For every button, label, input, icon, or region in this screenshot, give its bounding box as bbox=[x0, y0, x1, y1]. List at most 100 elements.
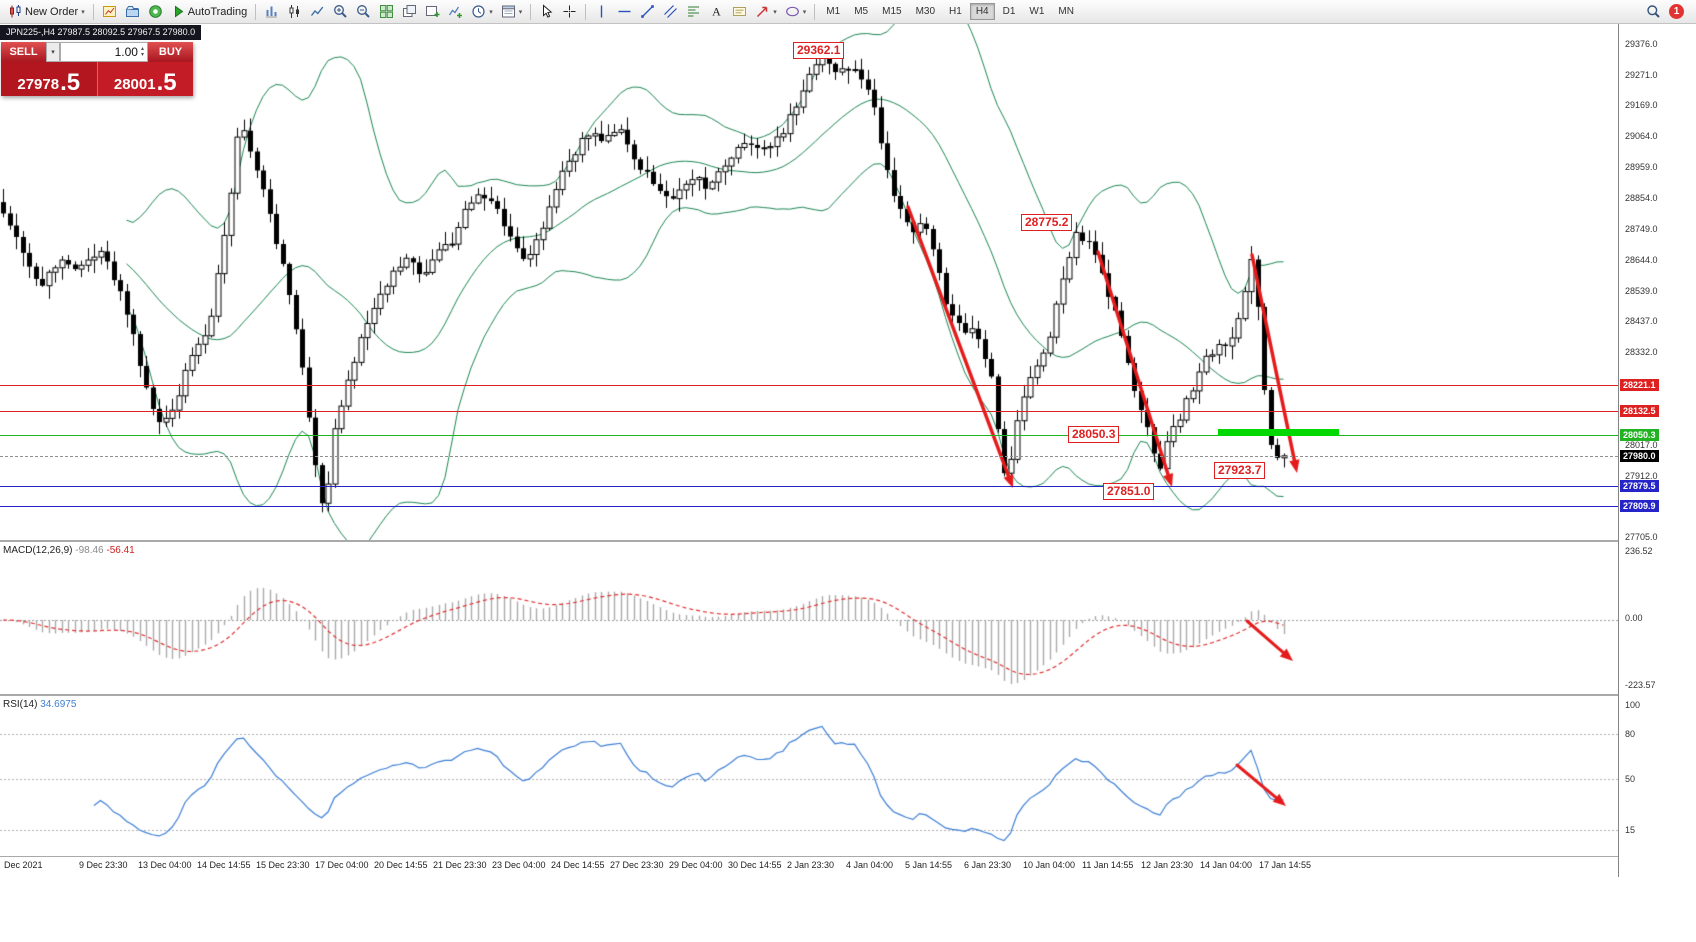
periods-icon[interactable]: ▾ bbox=[467, 1, 497, 23]
timeframe-group: M1 M5 M15 M30 H1 H4 D1 W1 MN bbox=[819, 3, 1081, 20]
level-line-28050.3[interactable] bbox=[0, 435, 1618, 437]
price-tick: 28017.0 bbox=[1625, 439, 1658, 450]
price-axis[interactable]: 29376.0 29271.0 29169.0 29064.0 28959.0 28854… bbox=[1618, 24, 1696, 877]
time-label: 11 Jan 14:55 bbox=[1082, 860, 1134, 870]
macd-value-main: -98.46 bbox=[75, 545, 104, 556]
price-tick: 28437.0 bbox=[1625, 316, 1658, 326]
time-axis-border bbox=[0, 856, 1696, 857]
toolbar-separator bbox=[92, 3, 94, 20]
price-level-badge: 27809.9 bbox=[1620, 500, 1659, 512]
price-tick: 28959.0 bbox=[1625, 162, 1658, 172]
symbol-ohlc-text: JPN225-,H4 27987.5 28092.5 27967.5 27980… bbox=[6, 27, 196, 37]
timeframe-mn[interactable]: MN bbox=[1058, 6, 1074, 17]
notification-badge[interactable]: 1 bbox=[1669, 4, 1684, 19]
rsi-name: RSI(14) bbox=[3, 699, 38, 710]
cursor-icon[interactable] bbox=[535, 1, 558, 23]
sell-button[interactable]: SELL bbox=[1, 42, 46, 62]
shapes-icon[interactable]: ▾ bbox=[781, 1, 811, 23]
time-label: 20 Dec 14:55 bbox=[374, 860, 428, 870]
panel-divider[interactable] bbox=[0, 694, 1696, 696]
rsi-axis-label: 50 bbox=[1625, 773, 1636, 784]
panel-divider[interactable] bbox=[0, 540, 1696, 542]
timeframe-d1[interactable]: D1 bbox=[1002, 6, 1016, 17]
macd-panel[interactable] bbox=[0, 542, 1618, 694]
crosshair-icon[interactable] bbox=[558, 1, 581, 23]
sell-price[interactable]: 27978.5 bbox=[1, 62, 97, 96]
time-label: 14 Jan 04:00 bbox=[1200, 860, 1253, 870]
tile-windows-icon[interactable] bbox=[375, 1, 398, 23]
price-tick: 28332.0 bbox=[1625, 347, 1658, 357]
rsi-panel[interactable] bbox=[0, 696, 1618, 856]
volume-value: 1.00 bbox=[114, 45, 138, 59]
new-order-button[interactable]: New Order ▾ bbox=[4, 1, 89, 23]
timeframe-m1[interactable]: M1 bbox=[826, 6, 841, 17]
time-label: 15 Dec 23:30 bbox=[256, 860, 310, 870]
trendline-icon[interactable] bbox=[636, 1, 659, 23]
data-folder-icon[interactable] bbox=[144, 1, 167, 23]
price-callout[interactable]: 29362.1 bbox=[793, 42, 845, 59]
level-line-27980[interactable] bbox=[0, 455, 1618, 457]
price-callout[interactable]: 27923.7 bbox=[1214, 462, 1266, 479]
new-chart-icon[interactable] bbox=[98, 1, 121, 23]
timeframe-h4[interactable]: H4 bbox=[969, 3, 995, 20]
support-highlight-line[interactable] bbox=[1218, 429, 1339, 436]
level-line-28221.1[interactable] bbox=[0, 384, 1618, 386]
zoom-in-icon[interactable] bbox=[329, 1, 352, 23]
price-callout[interactable]: 28050.3 bbox=[1068, 426, 1120, 443]
price-tick: 29376.0 bbox=[1625, 39, 1658, 49]
caret-icon: ▾ bbox=[773, 8, 777, 16]
rsi-canvas[interactable] bbox=[0, 696, 1618, 856]
volume-input[interactable]: 1.00 ▴ ▾ bbox=[60, 42, 148, 62]
time-label: 30 Dec 14:55 bbox=[728, 860, 782, 870]
time-label: 14 Dec 14:55 bbox=[197, 860, 251, 870]
text-label-icon[interactable] bbox=[728, 1, 751, 23]
time-label: 23 Dec 04:00 bbox=[492, 860, 546, 870]
text-icon[interactable]: A bbox=[705, 1, 728, 23]
time-axis[interactable]: Dec 2021 9 Dec 23:30 13 Dec 04:00 14 Dec 14… bbox=[0, 857, 1696, 876]
timeframe-h1[interactable]: H1 bbox=[949, 6, 962, 17]
macd-canvas[interactable] bbox=[0, 542, 1618, 694]
timeframe-m30[interactable]: M30 bbox=[915, 6, 936, 17]
profiles-icon[interactable] bbox=[121, 1, 144, 23]
buy-price[interactable]: 28001.5 bbox=[96, 62, 193, 96]
price-tick: 28749.0 bbox=[1625, 224, 1658, 234]
price-callout[interactable]: 27851.0 bbox=[1103, 483, 1155, 500]
indicators-icon[interactable] bbox=[444, 1, 467, 23]
vertical-line-icon[interactable] bbox=[590, 1, 613, 23]
level-line-27809.9[interactable] bbox=[0, 506, 1618, 507]
arrange-windows-icon[interactable] bbox=[398, 1, 421, 23]
time-label: 13 Dec 04:00 bbox=[138, 860, 192, 870]
timeframe-w1[interactable]: W1 bbox=[1029, 6, 1045, 17]
level-line-28132.5[interactable] bbox=[0, 410, 1618, 412]
candlestick-canvas[interactable] bbox=[0, 24, 1618, 540]
price-chart-panel[interactable]: 29362.1 28775.2 28050.3 27851.0 27923.7 bbox=[0, 24, 1618, 540]
arrow-marker-icon[interactable]: ▾ bbox=[751, 1, 781, 23]
search-icon[interactable] bbox=[1642, 1, 1665, 23]
price-callout[interactable]: 28775.2 bbox=[1021, 214, 1073, 231]
zoom-out-icon[interactable] bbox=[352, 1, 375, 23]
volume-stepper-icon[interactable]: ▴ ▾ bbox=[140, 46, 144, 58]
timeframe-m5[interactable]: M5 bbox=[854, 6, 869, 17]
buy-button[interactable]: BUY bbox=[148, 42, 193, 62]
buy-price-main: 28001 bbox=[113, 76, 156, 93]
price-level-badge: 28050.3 bbox=[1620, 429, 1659, 442]
time-label: 6 Jan 23:30 bbox=[964, 860, 1012, 870]
toolbar-separator bbox=[255, 3, 257, 20]
level-line-27879.5[interactable] bbox=[0, 485, 1618, 487]
line-chart-icon[interactable] bbox=[306, 1, 329, 23]
price-tick: 27912.0 bbox=[1625, 470, 1658, 481]
autotrading-button[interactable]: AutoTrading bbox=[167, 1, 252, 23]
volume-dropdown-icon[interactable]: ▾ bbox=[46, 42, 60, 62]
time-label: 27 Dec 23:30 bbox=[610, 860, 664, 870]
horizontal-line-icon[interactable] bbox=[613, 1, 636, 23]
time-label: 2 Jan 23:30 bbox=[787, 860, 835, 870]
bar-chart-icon[interactable] bbox=[260, 1, 283, 23]
price-tick: 28644.0 bbox=[1625, 254, 1658, 265]
channel-icon[interactable] bbox=[659, 1, 682, 23]
one-click-trading-panel: SELL ▾ 1.00 ▴ ▾ BUY 27978.5 28001.5 bbox=[1, 42, 193, 96]
fibonacci-icon[interactable] bbox=[682, 1, 705, 23]
timeframe-m15[interactable]: M15 bbox=[882, 6, 902, 17]
candlestick-chart-icon[interactable] bbox=[283, 1, 306, 23]
new-window-icon[interactable] bbox=[421, 1, 444, 23]
templates-icon[interactable]: ▾ bbox=[497, 1, 527, 23]
